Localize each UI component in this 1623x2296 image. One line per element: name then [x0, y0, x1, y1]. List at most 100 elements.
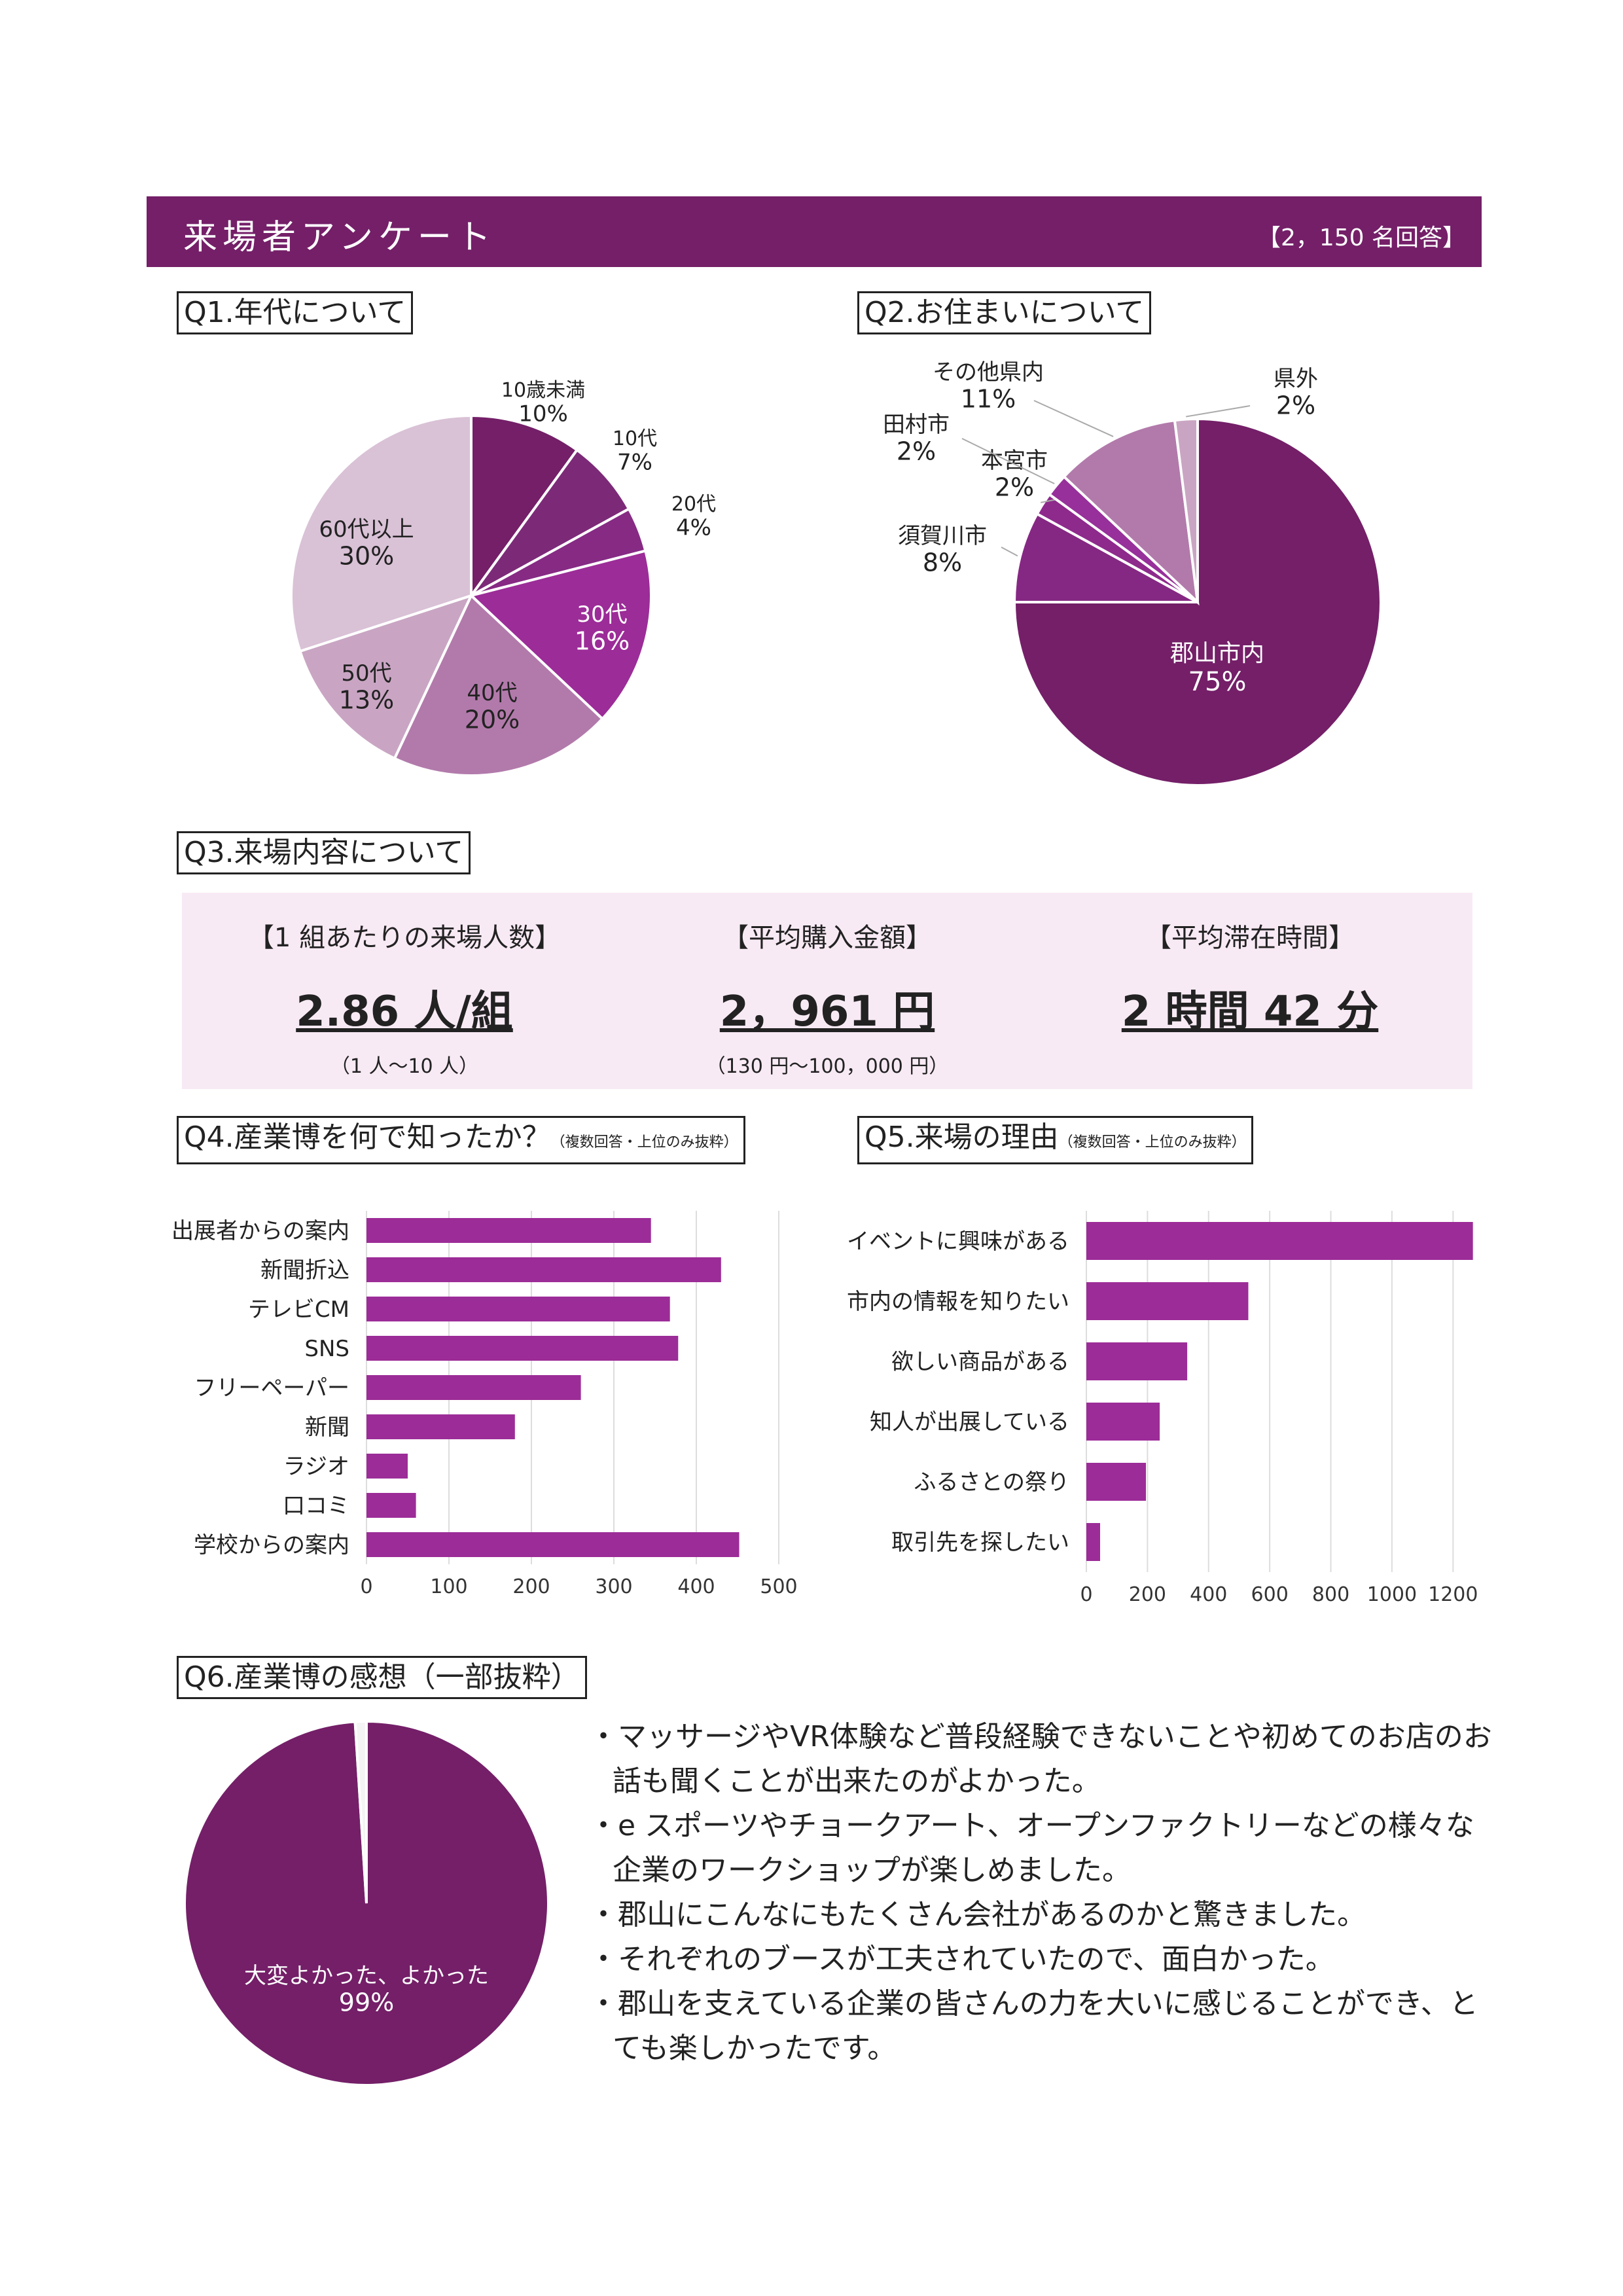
- category-label: 知人が出展している: [870, 1409, 1069, 1435]
- pie-label: 40代: [467, 680, 517, 706]
- pie-percent: 16%: [575, 627, 630, 656]
- pie-percent: 7%: [617, 450, 652, 476]
- bar: [366, 1218, 651, 1243]
- stat-visitors-per-group: 【1 組あたりの来場人数】 2.86 人/組 （1 人～10 人）: [202, 893, 607, 1079]
- q5-bar-chart: 0 200 400 600 800 1000 1200 イベントに興味がある市内の情報を知りた…: [847, 1211, 1478, 1604]
- q4-title: Q4.産業博を何で知ったか？: [184, 1121, 551, 1154]
- stat-average-purchase: 【平均購入金額】 2，961 円 （130 円～100，000 円）: [624, 893, 1030, 1079]
- q5-note: （複数回答・上位のみ抜粋）: [1058, 1134, 1246, 1151]
- stat-range: （1 人～10 人）: [330, 1055, 479, 1078]
- pie-percent: 20%: [465, 706, 520, 734]
- comment-item: ・e スポーツやチョークアート、オープンファクトリーなどの様々な企業のワークショ…: [589, 1809, 1474, 1887]
- x-tick-label: 100: [430, 1575, 467, 1598]
- leader-line: [961, 438, 1055, 484]
- category-label: 口コミ: [283, 1493, 349, 1519]
- category-label: 出展者からの案内: [171, 1218, 349, 1244]
- x-tick-label: 200: [512, 1575, 550, 1598]
- q5-title: Q5.来場の理由: [865, 1121, 1059, 1154]
- pie-slice: [298, 593, 474, 761]
- x-tick-label: 600: [1251, 1583, 1289, 1604]
- q6-comments: ・マッサージやVR体験など普段経験できないことや初めてのお店のお話も聞くことが出…: [589, 1715, 1492, 2071]
- bar: [1086, 1463, 1147, 1501]
- stat-label: 【平均滞在時間】: [1145, 923, 1355, 953]
- category-label: 欲しい商品がある: [891, 1349, 1069, 1375]
- pie-slice: [470, 414, 579, 600]
- q6-label: Q6.産業博の感想（一部抜粋）: [177, 1656, 587, 1699]
- bar: [366, 1454, 408, 1479]
- pie-label: 10歳未満: [501, 379, 585, 402]
- comment-item: ・郡山にこんなにもたくさん会社があるのかと驚きました。: [589, 1898, 1366, 1931]
- pie-label: 60代以上: [319, 516, 414, 543]
- stat-value: 2，961 円: [719, 988, 935, 1036]
- pie-percent: 10%: [518, 401, 568, 427]
- pie-percent: 2%: [995, 473, 1034, 502]
- stat-range: （130 円～100，000 円）: [705, 1055, 949, 1078]
- x-tick-label: 200: [1129, 1583, 1166, 1604]
- x-tick-label: 0: [360, 1575, 372, 1598]
- q5-label: Q5.来場の理由（複数回答・上位のみ抜粋）: [857, 1116, 1253, 1164]
- q3-stats-panel: 【1 組あたりの来場人数】 2.86 人/組 （1 人～10 人） 【平均購入金…: [182, 893, 1472, 1089]
- bar: [366, 1297, 670, 1321]
- category-label: 取引先を探したい: [891, 1530, 1069, 1556]
- category-label: ラジオ: [283, 1454, 349, 1480]
- pie-slice: [468, 549, 652, 721]
- bar: [366, 1336, 679, 1361]
- pie-label: 大変よかった、よかった: [244, 1963, 489, 1989]
- stat-value: 2.86 人/組: [296, 988, 513, 1036]
- category-label: ふるさとの祭り: [914, 1469, 1069, 1496]
- x-tick-label: 0: [1080, 1583, 1092, 1604]
- pie-slice: [1062, 418, 1200, 606]
- comment-item: ・郡山を支えている企業の皆さんの力を大いに感じることができ、とても楽しかったです…: [589, 1987, 1478, 2065]
- bar: [366, 1532, 740, 1557]
- pie-percent: 4%: [676, 515, 711, 541]
- comment-item: ・それぞれのブースが工夫されていたので、面白かった。: [589, 1943, 1334, 1976]
- x-tick-label: 500: [760, 1575, 797, 1598]
- category-label: 新聞折込: [260, 1257, 349, 1283]
- survey-header: 来場者アンケート 【2，150 名回答】: [147, 196, 1482, 267]
- pie-label: 30代: [577, 601, 627, 628]
- category-label: イベントに興味がある: [847, 1229, 1069, 1255]
- pie-label: 田村市: [883, 412, 950, 438]
- pie-slice: [470, 448, 631, 597]
- pie-percent: 2%: [897, 437, 936, 466]
- category-label: テレビCM: [248, 1297, 349, 1323]
- q4-label: Q4.産業博を何で知ったか？（複数回答・上位のみ抜粋）: [177, 1116, 745, 1164]
- pie-label: 20代: [671, 493, 716, 516]
- pie-percent: 99%: [339, 1988, 394, 2017]
- q1-label: Q1.年代について: [177, 291, 414, 334]
- pie-percent: 2%: [1276, 391, 1315, 420]
- category-label: 市内の情報を知りたい: [847, 1289, 1069, 1315]
- bar: [366, 1414, 515, 1439]
- pie-percent: 11%: [961, 385, 1016, 414]
- pie-percent: 75%: [1188, 667, 1247, 697]
- comment-item: ・マッサージやVR体験など普段経験できないことや初めてのお店のお話も聞くことが出…: [589, 1720, 1492, 1798]
- q3-label: Q3.来場内容について: [177, 831, 471, 874]
- pie-label: 郡山市内: [1170, 640, 1264, 667]
- pie-slice: [290, 414, 473, 653]
- bar: [1086, 1282, 1249, 1320]
- category-label: フリーペーパー: [194, 1375, 349, 1401]
- pie-label: 本宮市: [981, 448, 1048, 474]
- pie-percent: 13%: [339, 686, 394, 715]
- pie-slice: [353, 1719, 368, 1904]
- stat-label: 【1 組あたりの来場人数】: [247, 923, 562, 953]
- x-tick-label: 400: [677, 1575, 715, 1598]
- pie-label: 須賀川市: [898, 523, 987, 549]
- x-tick-label: 300: [595, 1575, 632, 1598]
- stat-label: 【平均購入金額】: [722, 923, 932, 953]
- pie-slice: [1012, 417, 1382, 787]
- bar: [366, 1375, 581, 1400]
- q2-label: Q2.お住まいについて: [857, 291, 1152, 334]
- pie-label: 県外: [1274, 366, 1318, 392]
- pie-percent: 8%: [923, 548, 962, 577]
- pie-slice: [1012, 512, 1198, 603]
- x-tick-label: 1200: [1428, 1583, 1478, 1604]
- bar: [1086, 1222, 1473, 1260]
- bar: [1086, 1403, 1160, 1441]
- category-label: SNS: [304, 1336, 349, 1362]
- stat-average-stay: 【平均滞在時間】 2 時間 42 分: [1047, 893, 1453, 1050]
